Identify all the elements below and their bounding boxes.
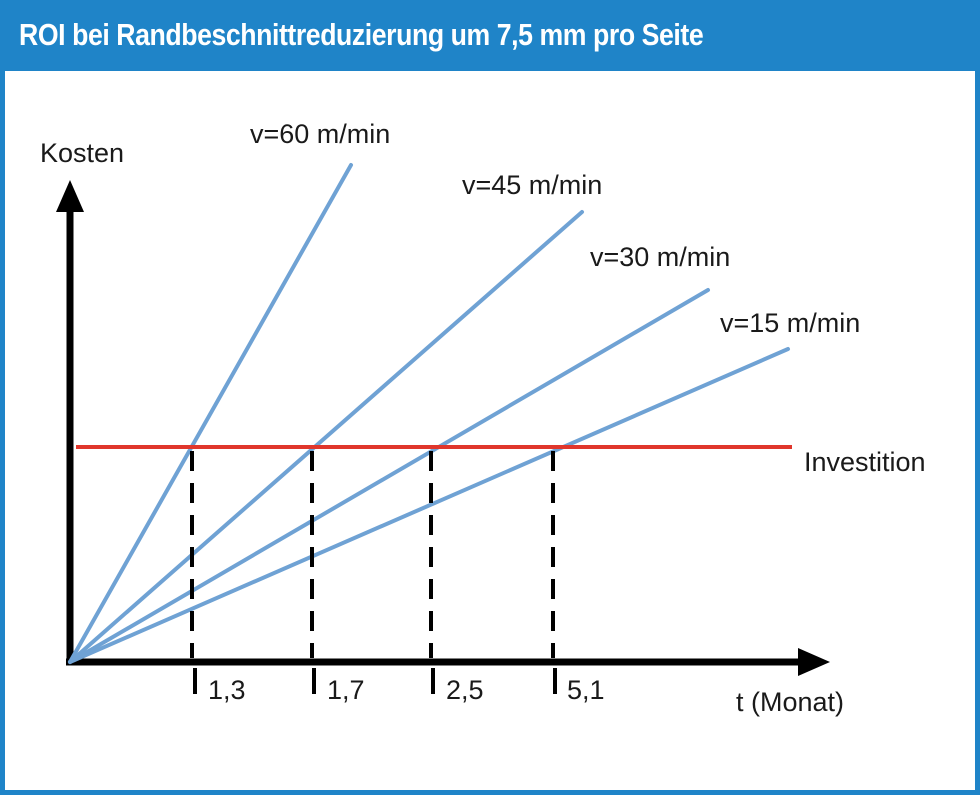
series-line-1 — [68, 210, 584, 664]
series-label-0: v=60 m/min — [250, 119, 390, 149]
title-bar: ROI bei Randbeschnittreduzierung um 7,5 … — [5, 5, 975, 71]
series-line-3 — [68, 347, 790, 664]
series-line-0 — [68, 163, 353, 664]
chart-title: ROI bei Randbeschnittreduzierung um 7,5 … — [19, 17, 704, 52]
x-tick-label-1: 1,7 — [327, 675, 365, 705]
series-label-3: v=15 m/min — [720, 308, 860, 338]
x-tick-label-3: 5,1 — [567, 675, 605, 705]
series-line-2 — [68, 288, 710, 664]
investment-label: Investition — [804, 447, 926, 477]
series-label-2: v=30 m/min — [590, 242, 730, 272]
y-axis-arrow — [56, 180, 84, 212]
x-tick-label-0: 1,3 — [208, 675, 246, 705]
x-axis-arrow — [798, 648, 830, 676]
x-tick-label-2: 2,5 — [446, 675, 484, 705]
y-axis-label: Kosten — [40, 138, 124, 168]
x-axis-label: t (Monat) — [736, 687, 844, 717]
series-label-1: v=45 m/min — [462, 170, 602, 200]
